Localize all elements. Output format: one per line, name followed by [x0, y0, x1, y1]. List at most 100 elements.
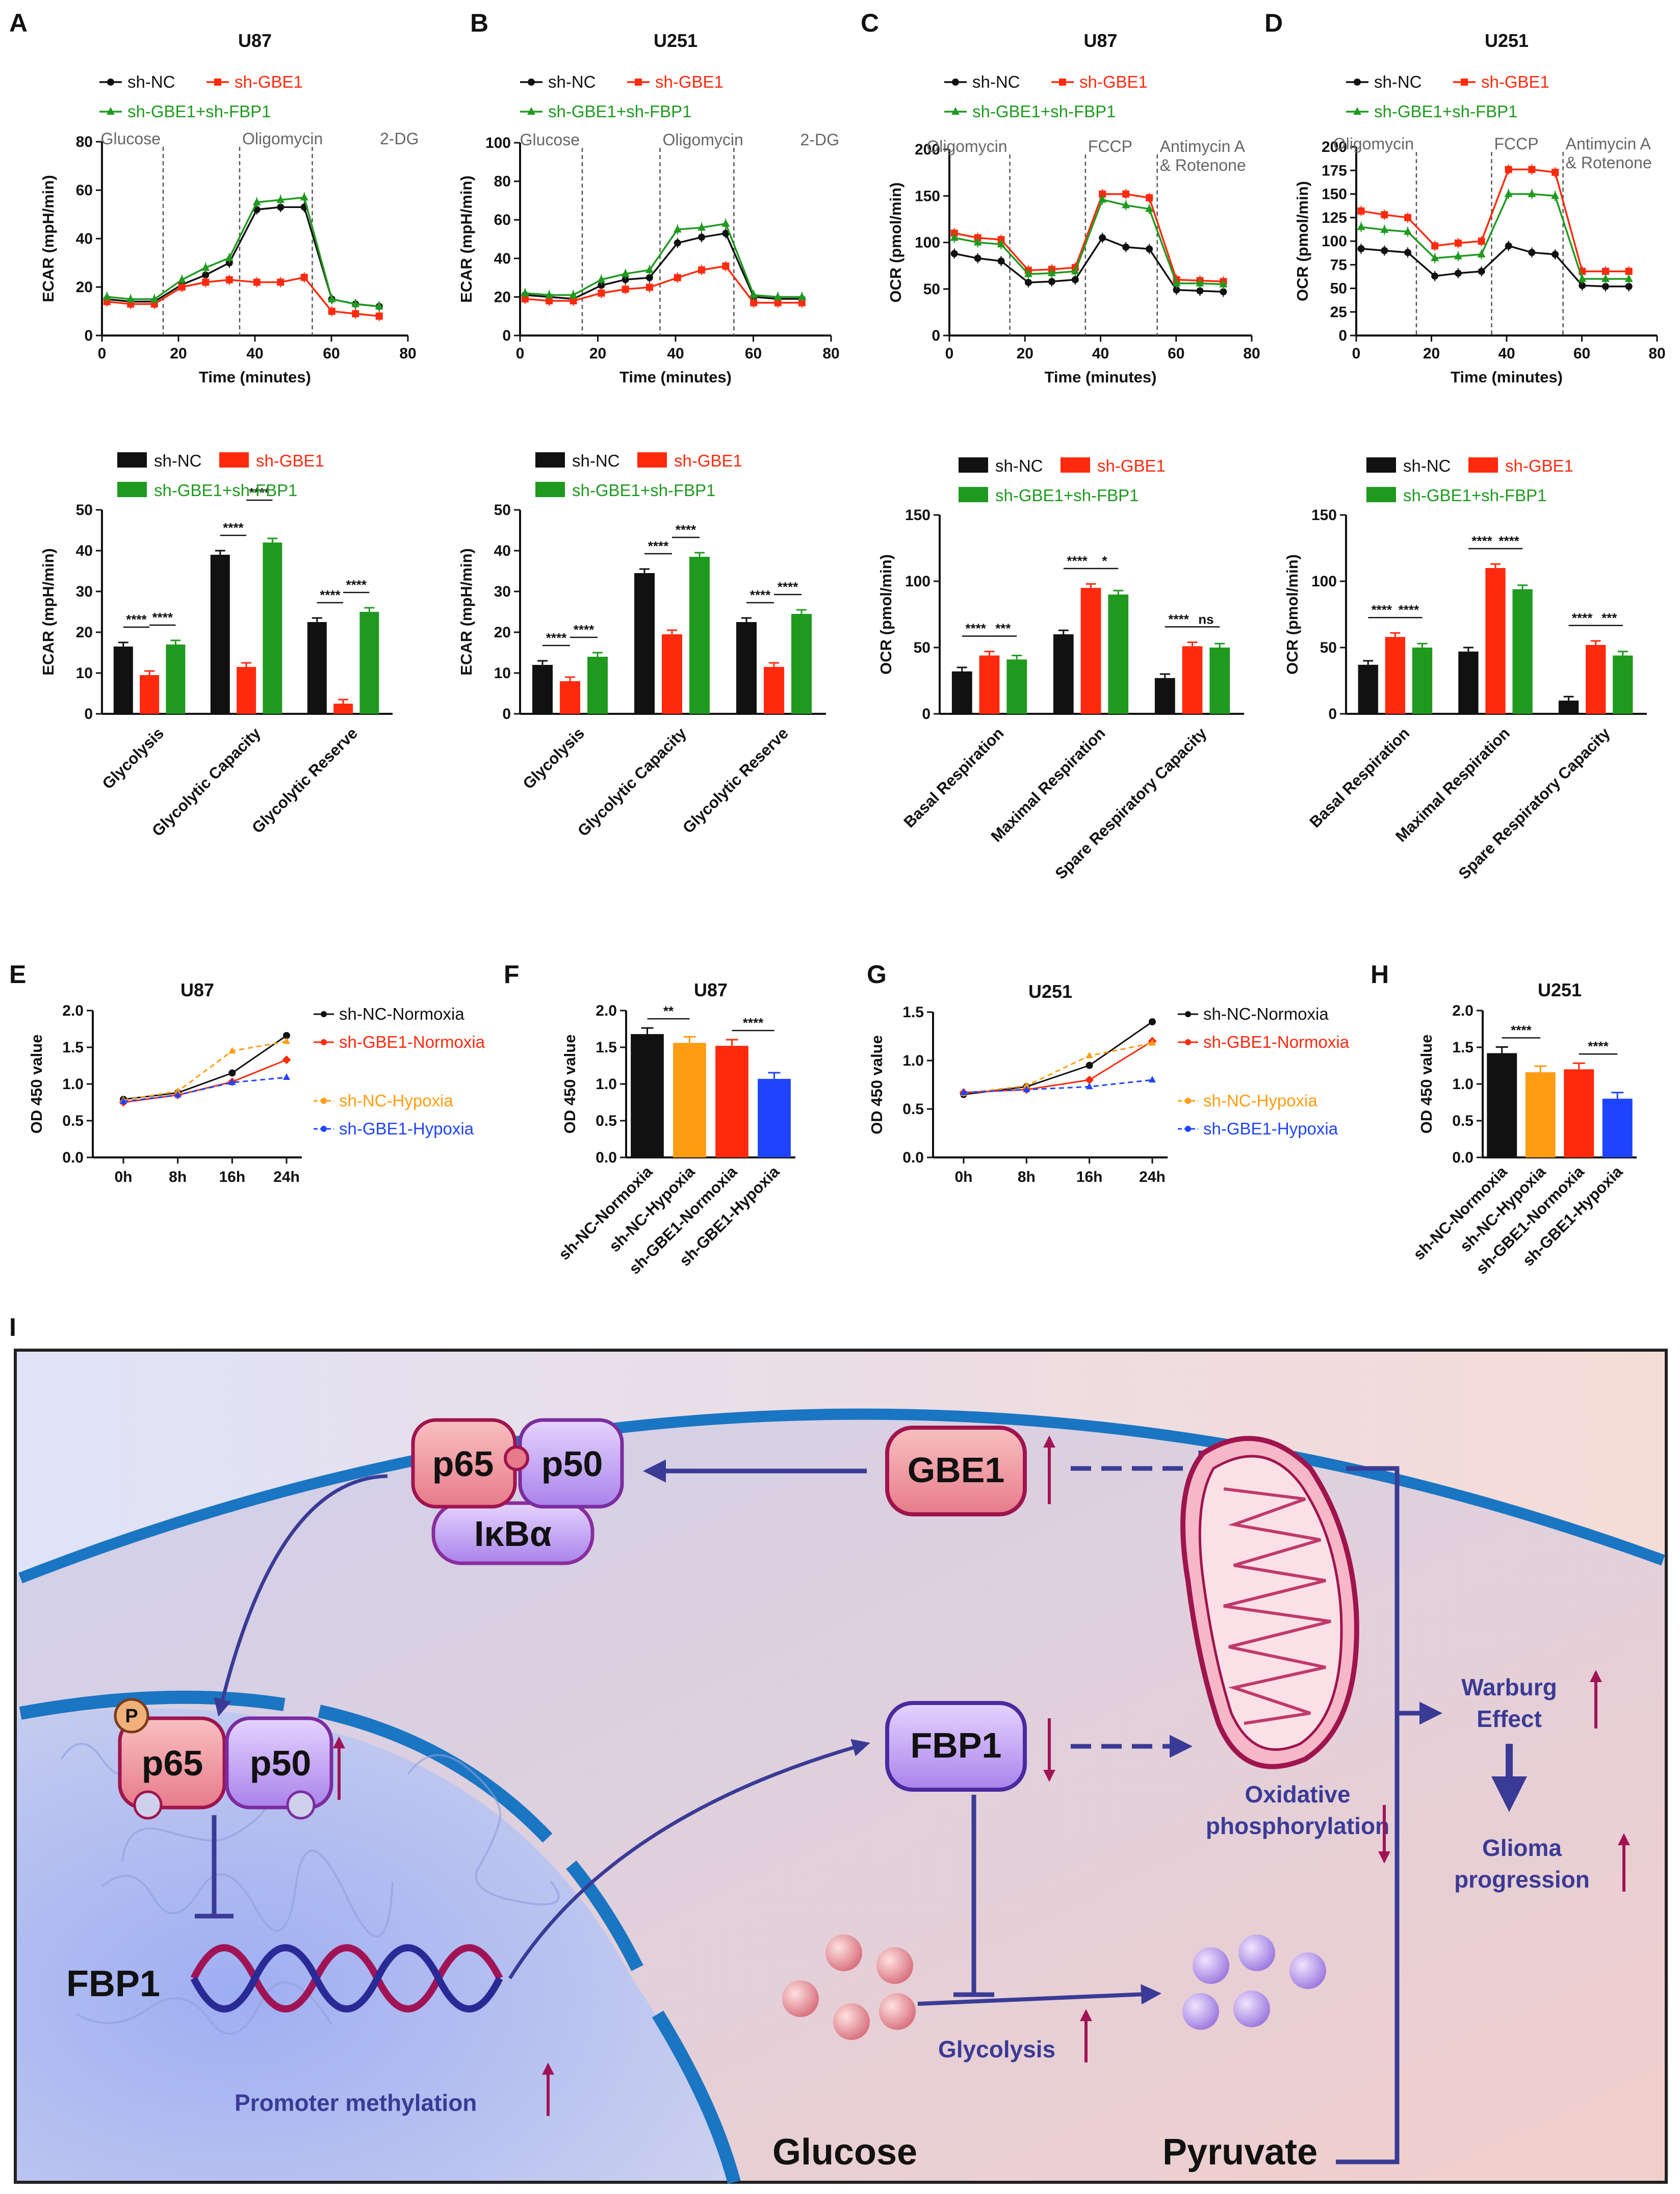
- chart-A2-ytick-label: 20: [76, 624, 93, 641]
- chart-B2-bar: [587, 657, 608, 714]
- chart-G-point: [1085, 1082, 1093, 1090]
- panel-letter-f: F: [504, 960, 520, 989]
- chart-D2-sig-label: ***: [1601, 610, 1617, 626]
- chart-B-xlabel: Time (minutes): [619, 368, 732, 386]
- fbp1-protein-label: FBP1: [911, 1725, 1002, 1765]
- chart-A-point: [202, 271, 210, 279]
- chart-B-ytick-label: 100: [485, 135, 511, 151]
- chart-B-point: [546, 297, 553, 304]
- p65-notch: [133, 1790, 163, 1820]
- chart-D-point: [1477, 249, 1486, 257]
- chart-B-point: [622, 286, 629, 293]
- chart-E-legend-text: sh-NC-Normoxia: [339, 1004, 464, 1023]
- chart-D-ytick-label: 175: [1322, 162, 1347, 179]
- chart-B-legend-marker: [528, 79, 535, 86]
- phospho-badge: [114, 1698, 149, 1734]
- chart-A-injection-label: Glucose: [101, 130, 161, 148]
- chart-C-point: [974, 254, 981, 262]
- chart-G-legend-text: sh-NC-Normoxia: [1203, 1004, 1329, 1023]
- chart-D-point: [1478, 268, 1485, 275]
- chart-C2-sig-label: ****: [1168, 611, 1189, 627]
- chart-D-legend-text: sh-GBE1+sh-FBP1: [1374, 102, 1518, 121]
- chart-D-ylabel: OCR (pmol/min): [1294, 181, 1311, 301]
- chart-C2-bar: [1053, 634, 1074, 714]
- chart-A2-sig-label: ****: [223, 520, 244, 535]
- chart-D2-legend-swatch: [1366, 487, 1396, 502]
- chart-D-point: [1505, 242, 1512, 250]
- chart-C-xtick-label: 20: [1017, 345, 1033, 362]
- chart-A2-legend-text: sh-GBE1+sh-FBP1: [154, 481, 298, 500]
- chart-G-legend-marker: [1185, 1039, 1191, 1045]
- chart-A-point: [375, 302, 383, 309]
- chart-C-ytick-label: 100: [915, 235, 940, 251]
- chart-A2-legend-swatch: [117, 452, 147, 468]
- chart-E-ylabel: OD 450 value: [28, 1035, 45, 1134]
- chart-D2-bar: [1412, 648, 1433, 714]
- chart-H-title: U251: [1538, 979, 1582, 1000]
- chart-C2-ytick-label: 100: [905, 573, 931, 590]
- chart-E-point: [228, 1078, 236, 1086]
- chart-C2-legend-text: sh-GBE1+sh-FBP1: [995, 486, 1139, 505]
- chart-C2-sig-label: ns: [1198, 611, 1213, 627]
- chart-D-point: [1579, 281, 1586, 289]
- chart-C-xtick-label: 60: [1168, 345, 1184, 362]
- chart-E-series-line: [123, 1076, 287, 1103]
- chart-A2-bar: [166, 644, 186, 714]
- chart-D2-sig-label: ****: [1471, 533, 1492, 549]
- chart-A-legend-text: sh-GBE1: [235, 72, 303, 91]
- chart-G-point: [960, 1088, 967, 1095]
- chart-C2-sig-label: ****: [1067, 553, 1088, 569]
- chart-A2-bar: [307, 622, 327, 714]
- chart-D-point: [1504, 189, 1513, 197]
- panel-letter-g: G: [867, 960, 887, 989]
- chart-C-point: [1196, 278, 1204, 287]
- chart-C2-bar: [1080, 588, 1101, 714]
- chart-G-legend-text: sh-NC-Hypoxia: [1203, 1091, 1317, 1110]
- chart-B2-ytick-label: 10: [494, 665, 511, 682]
- panel-letter-i: I: [9, 1313, 16, 1341]
- chart-D2-bar: [1358, 664, 1378, 714]
- chart-E-ytick-label: 1.0: [62, 1076, 84, 1093]
- chart-B2-bar: [689, 557, 710, 714]
- chart-B-point: [621, 269, 630, 277]
- chart-G-legend-marker: [1185, 1098, 1191, 1104]
- chart-B-series-line: [525, 222, 802, 298]
- chart-D2-ytick-label: 150: [1311, 507, 1337, 524]
- chart-A-ytick-label: 60: [76, 182, 93, 199]
- chart-A-xtick-label: 60: [323, 345, 340, 362]
- chart-H-ytick-label: 0.5: [1452, 1113, 1474, 1129]
- chart-E-point: [228, 1069, 236, 1077]
- chart-F-sig-label: ****: [743, 1015, 764, 1030]
- chart-B-point: [721, 219, 730, 227]
- chart-B2-sig-label: ****: [574, 622, 595, 637]
- chart-H-ylabel: OD 450 value: [1417, 1035, 1435, 1134]
- chart-A-point: [225, 253, 234, 261]
- chart-A2-legend-swatch: [117, 482, 147, 497]
- chart-A-point: [375, 313, 383, 320]
- glycolysis-arrow: [917, 1984, 1161, 2006]
- chart-B2-category-label: Glycolytic Capacity: [574, 724, 690, 840]
- chart-B2-category-label: Glycolytic Reserve: [679, 724, 792, 837]
- chart-E-ytick-label: 0.5: [62, 1113, 84, 1129]
- chart-C2-sig-label: *: [1102, 553, 1107, 569]
- chart-B-point: [569, 290, 578, 298]
- chart-D-ytick-label: 50: [1330, 280, 1347, 297]
- chart-A2-ylabel: ECAR (mpH/min): [39, 548, 57, 676]
- chart-H-bar: [1487, 1053, 1517, 1157]
- chart-C-point: [973, 238, 982, 246]
- chart-B: 0 20 40 60 80 100 0 20 40 60 80 Glucose Oligomycin 2-…: [457, 30, 840, 386]
- chart-D-injection-label: FCCP: [1494, 135, 1539, 153]
- chart-F-bar: [715, 1046, 748, 1157]
- chart-C-legend-marker: [1059, 79, 1066, 86]
- chart-B2-bar: [532, 665, 553, 714]
- chart-A-ytick-label: 20: [76, 279, 93, 296]
- chart-E-series-line: [123, 1035, 287, 1100]
- chart-E-ytick-label: 0.0: [62, 1149, 84, 1166]
- chart-D-point: [1625, 282, 1633, 290]
- chart-A2-category-label: Glycolytic Reserve: [248, 724, 361, 837]
- chart-A-legend-marker: [214, 79, 221, 86]
- chart-C2-category-label: Basal Respiration: [900, 724, 1007, 831]
- glucose-molecules: [782, 1934, 916, 2040]
- chart-A-legend-text: sh-GBE1+sh-FBP1: [127, 102, 271, 121]
